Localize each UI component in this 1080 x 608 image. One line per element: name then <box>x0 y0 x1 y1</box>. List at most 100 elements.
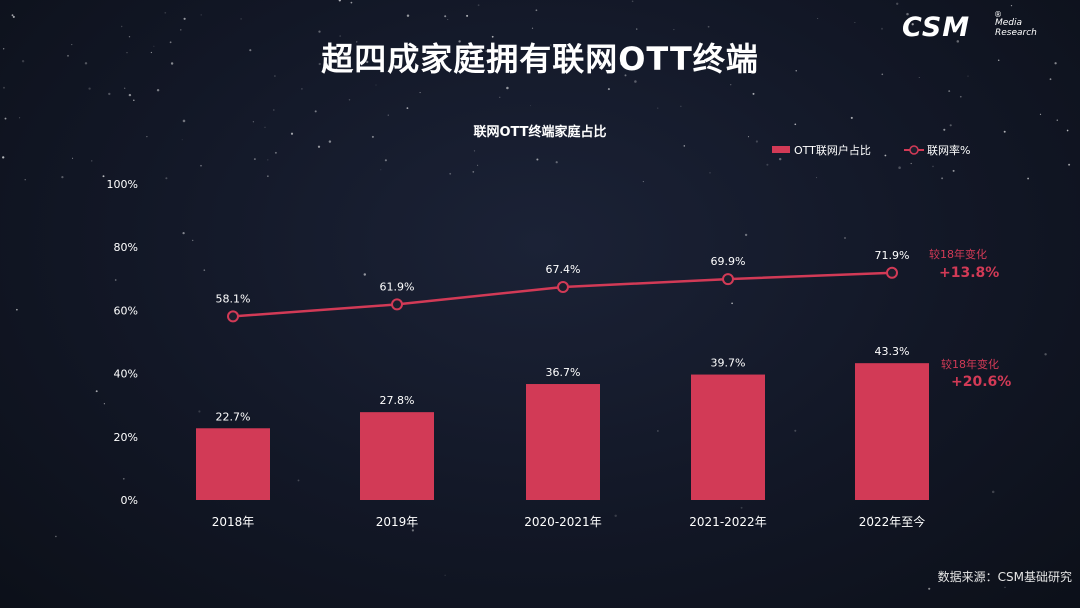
star <box>477 4 480 7</box>
star <box>1027 177 1030 180</box>
legend-bar-label: OTT联网户占比 <box>794 143 871 157</box>
star <box>121 25 123 28</box>
star <box>948 90 951 93</box>
logo-main-text: CSM <box>902 12 971 43</box>
star <box>636 28 638 30</box>
star <box>153 45 155 47</box>
x-tick-label: 2022年至今 <box>859 514 926 529</box>
star <box>71 44 73 46</box>
star <box>91 160 93 162</box>
star <box>2 156 5 159</box>
star <box>631 0 634 3</box>
line-data-label: 71.9% <box>875 249 910 262</box>
star <box>240 18 242 20</box>
star <box>297 479 300 482</box>
star <box>657 107 659 109</box>
star <box>290 132 294 135</box>
bar <box>526 384 600 500</box>
star <box>1049 78 1052 81</box>
star <box>348 99 351 101</box>
star <box>959 95 962 98</box>
star <box>881 73 884 76</box>
star <box>203 269 206 271</box>
star <box>755 140 758 143</box>
star <box>741 60 743 62</box>
star <box>267 175 269 177</box>
star <box>707 25 710 28</box>
logo-registered-mark: ® <box>994 10 1002 19</box>
star <box>941 177 944 180</box>
change-label-line: 较18年变化 <box>929 247 987 261</box>
star <box>182 119 186 123</box>
star <box>1056 119 1059 121</box>
star <box>568 132 571 135</box>
line-point <box>227 310 239 323</box>
star <box>1003 130 1006 133</box>
line-data-label: 58.1% <box>216 292 251 305</box>
bar-data-label: 27.8% <box>380 394 415 407</box>
legend-line-label: 联网率% <box>927 143 970 157</box>
star <box>683 145 686 147</box>
star <box>928 587 931 590</box>
star <box>884 154 887 157</box>
star <box>911 23 914 26</box>
change-value-bar: +20.6% <box>951 374 1011 390</box>
star <box>555 161 558 164</box>
star <box>906 12 909 16</box>
star <box>530 105 532 107</box>
star <box>350 1 353 4</box>
star <box>898 166 901 169</box>
line-point <box>391 298 403 311</box>
star <box>673 29 675 31</box>
star <box>535 9 538 12</box>
y-tick-label: 100% <box>107 178 138 191</box>
star <box>447 19 449 21</box>
star <box>264 126 266 128</box>
star <box>967 75 969 77</box>
star <box>997 59 1000 61</box>
star <box>956 40 960 43</box>
bar <box>196 428 270 500</box>
star <box>657 430 659 432</box>
star <box>562 54 565 57</box>
star <box>339 35 341 37</box>
bar <box>855 363 929 500</box>
star <box>55 535 57 538</box>
star <box>126 52 128 54</box>
star <box>253 158 256 161</box>
star <box>4 117 7 120</box>
star <box>267 159 269 161</box>
star <box>943 128 946 131</box>
chart-title: 联网OTT终端家庭占比 <box>473 124 606 140</box>
star <box>150 51 153 54</box>
logo-sub-line2: Research <box>995 28 1037 38</box>
star <box>165 177 168 180</box>
star <box>881 27 883 30</box>
star <box>3 48 5 50</box>
star <box>624 74 627 77</box>
star <box>536 158 539 161</box>
star <box>816 177 818 179</box>
star <box>778 157 782 161</box>
y-tick-label: 60% <box>114 304 138 317</box>
logo-subtext: Media Research <box>995 18 1055 38</box>
bar-data-label: 39.7% <box>711 357 746 370</box>
star <box>1013 30 1016 33</box>
star <box>952 169 955 172</box>
star <box>740 506 743 509</box>
star <box>607 88 610 91</box>
star <box>122 477 125 480</box>
page-title: 超四成家庭拥有联网OTT终端 <box>321 40 759 78</box>
star <box>1039 113 1042 115</box>
star <box>444 15 447 18</box>
star <box>910 162 912 165</box>
star <box>744 233 748 237</box>
star <box>272 109 275 111</box>
star <box>318 30 321 33</box>
star <box>794 429 797 432</box>
y-tick-label: 0% <box>121 494 138 507</box>
star <box>72 157 74 159</box>
star <box>88 87 91 90</box>
